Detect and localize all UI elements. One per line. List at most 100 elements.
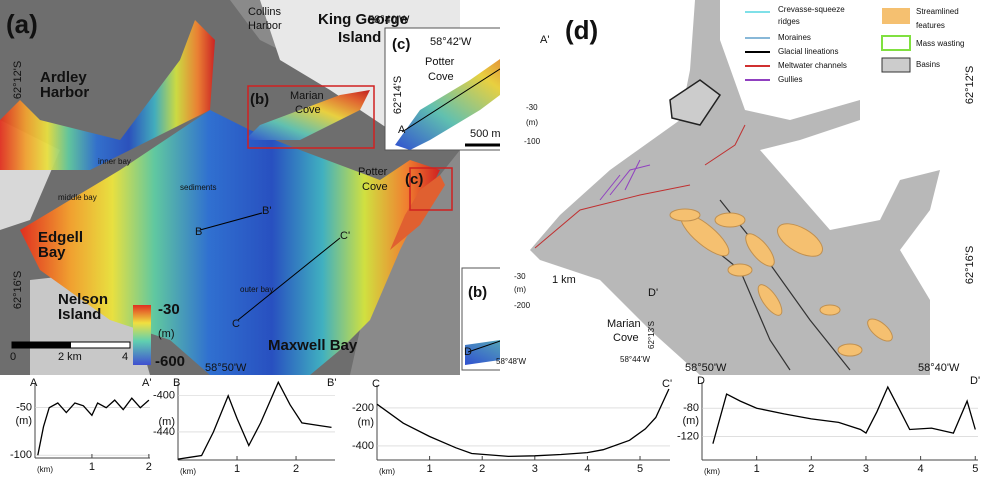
x-tick-label: 1 xyxy=(234,463,240,475)
label: Bay xyxy=(38,244,66,261)
y-tick-label: -400 xyxy=(352,440,374,452)
y-tick-label: -440 xyxy=(153,426,175,438)
label: 500 m xyxy=(470,128,501,140)
label: C' xyxy=(340,230,350,242)
label: Edgell xyxy=(38,229,83,246)
label: Potter xyxy=(425,56,455,68)
label: Glacial lineations xyxy=(778,47,838,56)
profile-end: C' xyxy=(662,378,672,390)
panel-d-map xyxy=(500,0,982,375)
label: Potter xyxy=(358,166,388,178)
x-tick-label: 2 xyxy=(146,461,152,473)
label: Gullies xyxy=(778,75,802,84)
y-label: (m) xyxy=(16,415,33,427)
label: features xyxy=(916,21,945,30)
label: Cove xyxy=(362,181,388,193)
label: Ardley xyxy=(40,69,87,86)
label: (c) xyxy=(392,36,410,53)
y-tick-label: -80 xyxy=(683,402,699,414)
label: (b) xyxy=(468,284,487,301)
y-tick-label: -200 xyxy=(352,402,374,414)
label: -100 xyxy=(524,137,541,146)
label: Streamlined xyxy=(916,7,959,16)
profile-line xyxy=(376,388,670,458)
y-label: (m) xyxy=(358,416,375,428)
label: (a) xyxy=(6,9,38,39)
profile-start: A xyxy=(30,377,38,389)
x-tick-label: 5 xyxy=(637,463,643,475)
label: middle bay xyxy=(58,193,97,202)
label: C xyxy=(232,318,240,330)
label: Marian xyxy=(607,318,641,330)
label: (b) xyxy=(250,91,269,108)
y-tick-label: -400 xyxy=(153,390,175,402)
y-tick-label: -120 xyxy=(677,431,699,443)
label: B xyxy=(195,226,202,238)
label: Marian xyxy=(290,90,324,102)
label: -600 xyxy=(155,353,185,370)
profile-end: A' xyxy=(142,377,151,389)
label: Mass wasting xyxy=(916,39,964,48)
label: Basins xyxy=(916,60,940,69)
label: (d) xyxy=(565,15,598,45)
profile-start: B xyxy=(173,377,180,389)
y-tick-label: -100 xyxy=(10,449,32,461)
label: 58°44'W xyxy=(620,355,651,364)
profile-start: C xyxy=(372,378,380,390)
x-tick-label: 1 xyxy=(89,461,95,473)
label: -30 xyxy=(514,272,526,281)
label: ridges xyxy=(778,17,800,26)
x-label: (km) xyxy=(180,467,196,476)
label: 62°14'S xyxy=(392,76,404,114)
x-tick-label: 1 xyxy=(427,463,433,475)
label: Collins xyxy=(248,6,282,18)
label: 58°40'W xyxy=(918,362,960,374)
label: 1 km xyxy=(552,274,576,286)
label: Cove xyxy=(428,71,454,83)
label: -30 xyxy=(526,103,538,112)
label: 58°50'W xyxy=(685,362,727,374)
label: sediments xyxy=(180,183,216,192)
label: Island xyxy=(338,29,381,46)
label: -30 xyxy=(158,301,180,318)
profile-end: D' xyxy=(970,375,980,387)
label: 62°16'S xyxy=(12,271,24,309)
label: Harbor xyxy=(40,84,89,101)
label: (c) xyxy=(405,171,423,188)
label: (m) xyxy=(526,118,538,127)
label: A xyxy=(398,124,406,136)
x-label: (km) xyxy=(37,465,53,474)
label: 62°13'S xyxy=(647,321,656,349)
y-label: (m) xyxy=(159,416,176,428)
profile-line xyxy=(712,385,976,444)
label: (m) xyxy=(158,328,175,340)
label: 62°12'S xyxy=(12,61,24,99)
label: D xyxy=(464,346,472,358)
label: Moraines xyxy=(778,33,811,42)
label: 62°12'S xyxy=(964,66,976,104)
label: B' xyxy=(262,205,271,217)
label: 62°16'S xyxy=(964,246,976,284)
label: D' xyxy=(648,287,658,299)
x-tick-label: 4 xyxy=(584,463,590,475)
label: A' xyxy=(540,34,549,46)
label: Harbor xyxy=(248,20,282,32)
label: Maxwell Bay xyxy=(268,337,358,354)
profile-start: D xyxy=(697,375,705,387)
label: Meltwater channels xyxy=(778,61,847,70)
label: Cove xyxy=(613,332,639,344)
label: 4 xyxy=(122,351,128,363)
profile-end: B' xyxy=(327,377,336,389)
x-tick-label: 2 xyxy=(808,463,814,475)
label: Cove xyxy=(295,104,321,116)
x-tick-label: 1 xyxy=(754,463,760,475)
label: (m) xyxy=(514,285,526,294)
label: 58°50'W xyxy=(205,362,247,374)
label: outer bay xyxy=(240,285,273,294)
x-label: (km) xyxy=(379,467,395,476)
x-tick-label: 3 xyxy=(863,463,869,475)
label: inner bay xyxy=(98,157,131,166)
x-tick-label: 4 xyxy=(918,463,924,475)
label: -200 xyxy=(514,301,531,310)
